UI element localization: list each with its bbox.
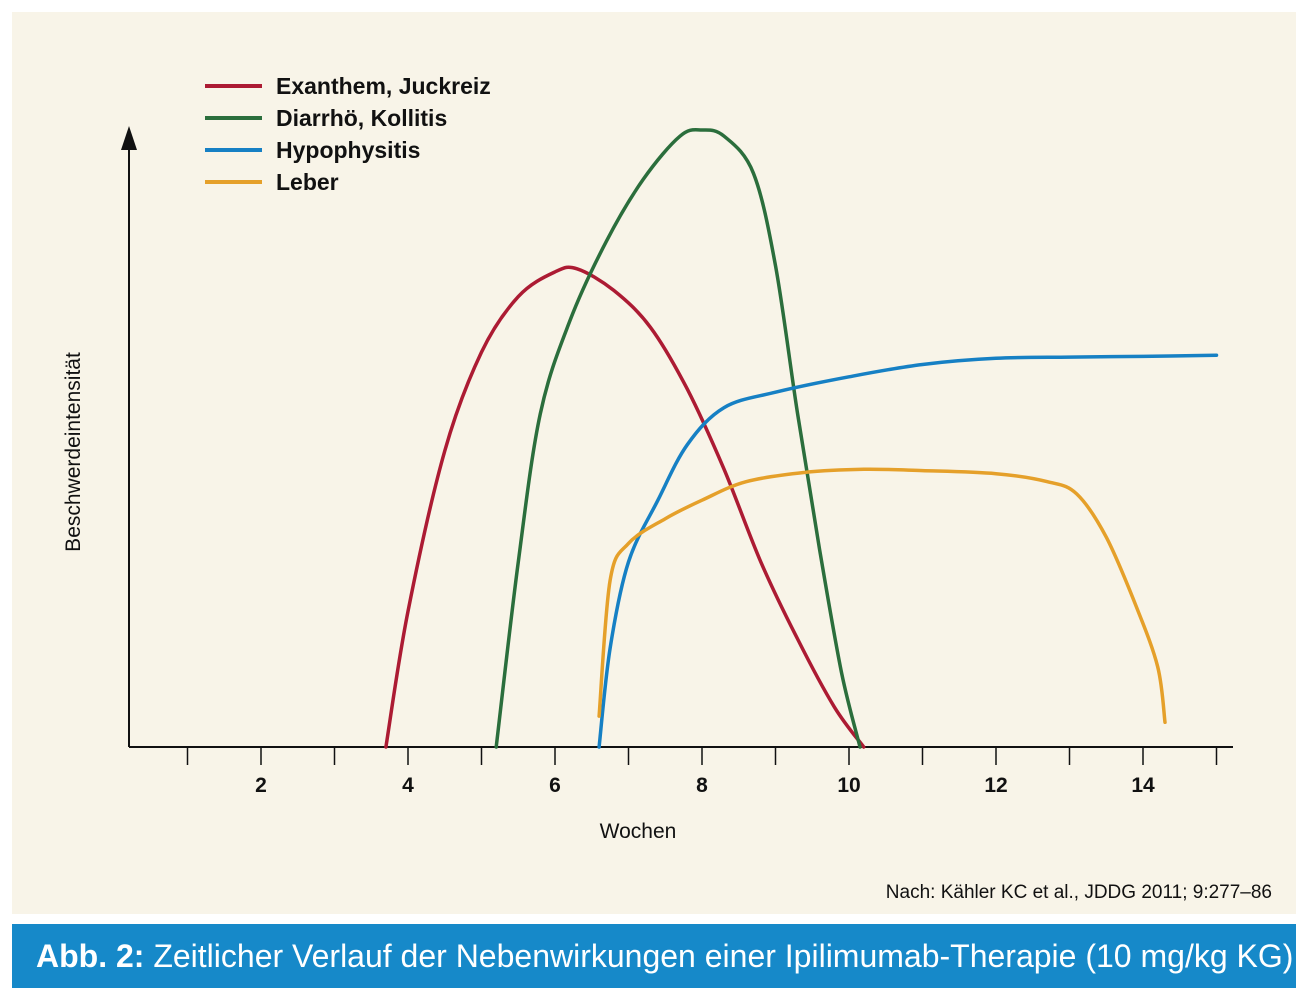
legend-label-hypophysitis: Hypophysitis xyxy=(276,137,420,163)
figure-caption-bar: Abb. 2: Zeitlicher Verlauf der Nebenwirk… xyxy=(12,924,1296,988)
x-tick-label-14: 14 xyxy=(1131,774,1155,797)
legend-label-exanthem-juckreiz: Exanthem, Juckreiz xyxy=(276,73,491,99)
x-tick-label-10: 10 xyxy=(837,774,860,797)
x-axis-tick-labels: 2 4 6 8 10 12 14 xyxy=(255,774,1155,797)
x-axis-title: Wochen xyxy=(600,820,677,843)
legend: Exanthem, Juckreiz Diarrhö, Kollitis Hypop… xyxy=(205,73,491,195)
legend-label-leber: Leber xyxy=(276,169,339,195)
series-line-diarrh-kollitis xyxy=(494,128,862,749)
x-tick-label-6: 6 xyxy=(549,774,561,797)
legend-label-diarrh-kollitis: Diarrhö, Kollitis xyxy=(276,105,447,131)
x-tick-label-2: 2 xyxy=(255,774,267,797)
x-tick-label-4: 4 xyxy=(402,774,414,797)
source-citation: Nach: Kähler KC et al., JDDG 2011; 9:277… xyxy=(886,882,1272,903)
caption-text: Zeitlicher Verlauf der Nebenwirkungen ei… xyxy=(153,938,1294,974)
caption-label: Abb. 2: xyxy=(36,938,145,974)
x-tick-label-8: 8 xyxy=(696,774,708,797)
axes xyxy=(121,126,1233,748)
y-axis-title: Beschwerdeintensität xyxy=(62,352,85,552)
series-line-exanthem-juckreiz xyxy=(384,265,866,749)
x-tick-label-12: 12 xyxy=(984,774,1007,797)
series-lines xyxy=(384,128,1219,749)
y-axis-arrow-icon xyxy=(121,126,137,150)
series-line-leber xyxy=(597,467,1167,725)
series-line-hypophysitis xyxy=(597,353,1219,749)
x-axis-ticks xyxy=(186,747,1218,765)
